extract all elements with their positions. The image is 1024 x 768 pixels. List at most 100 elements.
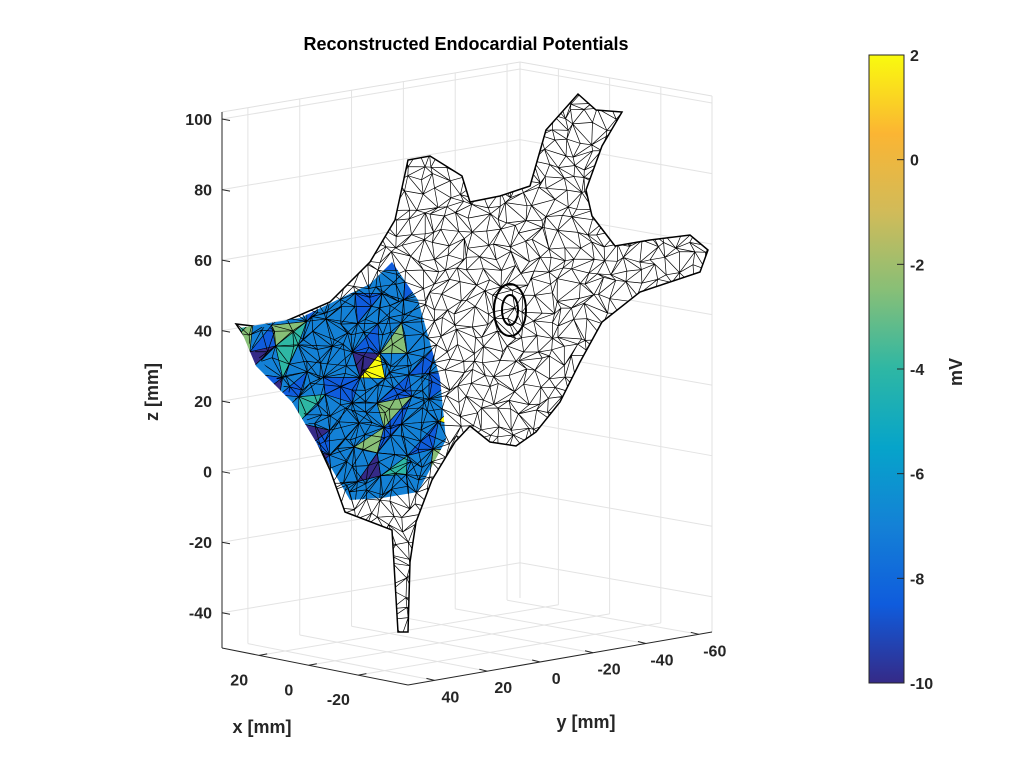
y-tick-label: -40 xyxy=(650,653,673,670)
potential-triangle xyxy=(299,482,333,500)
potential-triangle xyxy=(251,581,283,613)
y-floor-gridline xyxy=(351,625,541,663)
vein-ostium-inner xyxy=(501,294,519,326)
potential-triangle xyxy=(326,528,358,553)
x-tick xyxy=(358,673,367,676)
potential-triangle xyxy=(270,394,300,423)
potential-triangle xyxy=(227,562,247,586)
potential-triangle xyxy=(240,268,247,294)
potential-triangle xyxy=(245,268,282,292)
potential-triangle xyxy=(245,394,281,425)
potential-triangle xyxy=(280,265,308,301)
potential-triangle xyxy=(302,528,334,561)
potential-triangle xyxy=(278,422,307,450)
z-gridline xyxy=(221,139,713,191)
potential-triangle xyxy=(240,347,251,375)
potential-triangle xyxy=(352,556,377,582)
potential-triangle xyxy=(305,580,332,603)
potential-triangle xyxy=(240,423,251,454)
x-tick-label: 20 xyxy=(230,672,248,689)
y-tick-label: 40 xyxy=(442,689,460,706)
potential-triangle xyxy=(240,451,252,480)
z-tick xyxy=(221,259,231,263)
potential-triangle xyxy=(240,262,251,273)
y-floor-gridline xyxy=(506,599,699,635)
z-tick-label: -20 xyxy=(189,535,212,552)
z-gridline xyxy=(221,68,713,120)
z-tick-label: 100 xyxy=(185,112,212,129)
potential-triangle xyxy=(240,473,252,500)
potential-triangle xyxy=(245,525,280,562)
potential-triangle xyxy=(353,556,385,582)
potential-triangle xyxy=(245,262,282,270)
y-tick-label: -60 xyxy=(703,643,726,660)
potential-triangle xyxy=(240,372,248,400)
y-floor-gridline xyxy=(299,634,488,672)
potential-triangle xyxy=(429,476,446,500)
colorbar-tick-label: -8 xyxy=(910,571,924,588)
x-tick-label: 0 xyxy=(284,682,293,699)
potential-triangle xyxy=(240,402,249,425)
x-tick-label: -20 xyxy=(327,692,350,709)
colorbar-label: mV xyxy=(946,358,966,386)
potential-triangle xyxy=(327,262,352,268)
z-gridline xyxy=(221,562,713,614)
z-tick xyxy=(221,612,231,615)
potential-triangle xyxy=(430,577,458,609)
potential-triangle xyxy=(240,268,254,293)
z-tick-label: 40 xyxy=(194,324,212,341)
potential-triangle xyxy=(221,525,245,553)
potential-triangle xyxy=(334,262,362,270)
potential-triangle xyxy=(240,262,251,273)
potential-triangle xyxy=(433,577,458,613)
potential-triangle xyxy=(240,420,248,454)
potential-triangle xyxy=(248,376,284,404)
potential-triangle xyxy=(221,552,247,577)
potential-triangle xyxy=(244,498,281,500)
potential-triangle xyxy=(271,420,300,450)
y-tick xyxy=(479,668,488,672)
potential-triangle xyxy=(306,262,336,268)
potential-triangle xyxy=(432,420,446,450)
z-gridline xyxy=(221,491,713,543)
potential-triangle xyxy=(226,577,245,611)
y-tick xyxy=(584,650,594,654)
potential-triangle xyxy=(252,269,282,300)
potential-triangle xyxy=(281,447,306,483)
colorbar-tick-label: -6 xyxy=(910,467,924,484)
potential-triangle xyxy=(306,266,336,293)
y-tick xyxy=(426,677,435,681)
potential-triangle xyxy=(302,553,326,587)
potential-triangle xyxy=(279,581,305,613)
potential-triangle xyxy=(249,448,281,475)
potential-triangle xyxy=(245,262,282,271)
x-tick xyxy=(259,653,268,656)
potential-triangle xyxy=(300,498,328,500)
z-tick-label: 0 xyxy=(203,465,212,482)
x-tick xyxy=(308,663,317,666)
potential-triangle xyxy=(434,528,461,555)
x-axis-label: x [mm] xyxy=(232,717,291,737)
y-tick xyxy=(690,631,699,635)
colorbar-tick-label: 2 xyxy=(910,48,919,65)
potential-triangle xyxy=(240,398,250,422)
z-tick xyxy=(221,330,231,333)
potential-triangle xyxy=(332,558,353,582)
potential-triangle xyxy=(250,473,284,500)
y-tick-label: 20 xyxy=(494,680,512,697)
potential-triangle xyxy=(240,351,251,374)
y-tick xyxy=(532,659,541,663)
potential-triangle xyxy=(298,454,333,484)
colorbar-tick-label: -4 xyxy=(910,362,924,379)
potential-triangle xyxy=(247,536,281,562)
axes: 100 80 60 40 20 0 -20 -40 20 0 -20 40 20 0 -20 -40 -60 xyxy=(185,112,726,709)
potential-triangle xyxy=(278,447,307,478)
colorbar: mV 2 0 -2 -4 -6 -8 -10 xyxy=(868,48,966,693)
potential-triangle xyxy=(302,525,334,560)
potential-triangle xyxy=(350,581,385,609)
y-floor-gridline xyxy=(455,608,647,645)
potential-triangle xyxy=(280,262,308,271)
potential-triangle xyxy=(270,396,300,424)
potential-triangle xyxy=(274,481,302,500)
